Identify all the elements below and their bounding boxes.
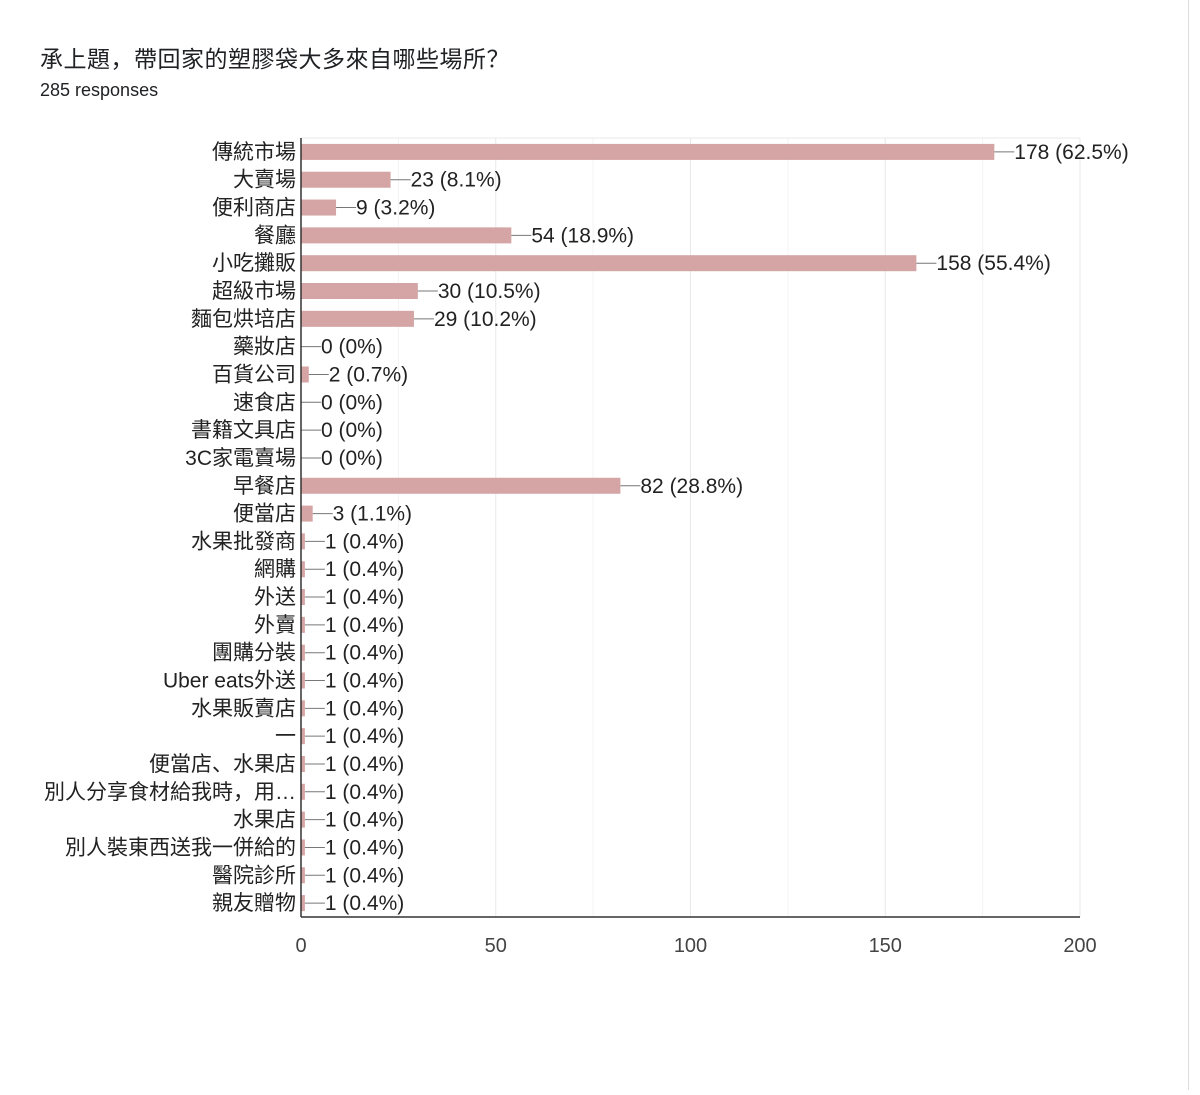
bar — [301, 644, 305, 661]
category-label: 便當店 — [233, 503, 296, 526]
value-label: 1 (0.4%) — [325, 864, 404, 887]
value-label: 1 (0.4%) — [325, 530, 404, 553]
category-label: 速食店 — [233, 391, 296, 414]
value-label: 1 (0.4%) — [325, 753, 404, 776]
value-label: 1 (0.4%) — [325, 670, 404, 693]
x-tick-label: 150 — [869, 935, 902, 957]
value-label: 1 (0.4%) — [325, 558, 404, 581]
value-label: 1 (0.4%) — [325, 642, 404, 665]
question-title: 承上題，帶回家的塑膠袋大多來自哪些場所？ — [40, 46, 510, 72]
category-label: 百貨公司 — [212, 363, 296, 386]
value-label: 0 (0%) — [321, 336, 383, 359]
value-label: 82 (28.8%) — [640, 475, 743, 498]
value-label: 1 (0.4%) — [325, 697, 404, 720]
bar — [301, 505, 313, 522]
value-label: 1 (0.4%) — [325, 836, 404, 859]
category-label: 便利商店 — [212, 197, 296, 220]
bar — [301, 143, 995, 160]
x-tick-label: 50 — [485, 935, 507, 957]
value-label: 54 (18.9%) — [531, 224, 634, 247]
x-tick-label: 200 — [1063, 935, 1096, 957]
category-label: 超級市場 — [212, 280, 296, 303]
x-tick-label: 0 — [295, 935, 306, 957]
category-label: 麵包烘培店 — [191, 308, 296, 331]
bar — [301, 811, 305, 828]
bar — [301, 672, 305, 689]
category-label: 水果店 — [233, 809, 296, 832]
value-label: 0 (0%) — [321, 447, 383, 470]
category-label: 醫院診所 — [212, 864, 296, 887]
bar-chart: 0 50 100 150 200 178 (62.5%) 傳統市場 23 (8.1%) 大賣場 9… — [44, 137, 1129, 957]
bar — [301, 700, 305, 717]
bar — [301, 867, 305, 884]
value-label: 9 (3.2%) — [356, 197, 435, 220]
category-label: 傳統市場 — [212, 141, 296, 164]
value-label: 1 (0.4%) — [325, 614, 404, 637]
category-label: Uber eats外送 — [163, 670, 296, 693]
category-label: 小吃攤販 — [212, 252, 296, 275]
value-label: 1 (0.4%) — [325, 586, 404, 609]
bar — [301, 839, 305, 856]
value-label: 29 (10.2%) — [434, 308, 537, 331]
value-label: 0 (0%) — [321, 419, 383, 442]
category-label: 餐廳 — [254, 224, 296, 247]
bar — [301, 255, 917, 272]
bar — [301, 227, 512, 244]
category-label: 一 — [275, 725, 296, 748]
category-label: 早餐店 — [233, 475, 296, 498]
category-label: 別人裝東西送我一併給的 — [65, 836, 296, 859]
value-label: 1 (0.4%) — [325, 725, 404, 748]
bar — [301, 533, 305, 550]
bar — [301, 366, 309, 383]
bar — [301, 477, 621, 494]
value-label: 3 (1.1%) — [333, 503, 412, 526]
category-label: 水果批發商 — [191, 530, 296, 553]
category-label: 書籍文具店 — [191, 419, 296, 442]
value-label: 2 (0.7%) — [329, 363, 408, 386]
category-label: 網購 — [254, 558, 296, 581]
bar — [301, 755, 305, 772]
category-label: 水果販賣店 — [191, 697, 296, 720]
value-label: 23 (8.1%) — [411, 169, 502, 192]
value-label: 158 (55.4%) — [936, 252, 1050, 275]
category-label: 大賣場 — [233, 169, 296, 192]
category-label: 藥妝店 — [233, 336, 296, 359]
category-label: 外賣 — [254, 614, 296, 637]
value-label: 30 (10.5%) — [438, 280, 541, 303]
bar — [301, 171, 391, 188]
response-count: 285 responses — [40, 80, 159, 100]
value-label: 1 (0.4%) — [325, 892, 404, 915]
bar — [301, 783, 305, 800]
bar — [301, 283, 418, 300]
category-label: 團購分裝 — [212, 642, 296, 665]
bar — [301, 310, 414, 327]
bar — [301, 199, 337, 216]
category-label: 親友贈物 — [212, 892, 296, 915]
category-label: 3C家電賣場 — [185, 447, 296, 470]
category-label: 別人分享食材給我時，用… — [44, 781, 296, 804]
value-label: 1 (0.4%) — [325, 809, 404, 832]
category-label: 外送 — [254, 586, 296, 609]
value-label: 0 (0%) — [321, 391, 383, 414]
bar — [301, 561, 305, 578]
bar — [301, 728, 305, 745]
x-tick-label: 100 — [674, 935, 707, 957]
value-label: 178 (62.5%) — [1014, 141, 1128, 164]
category-label: 便當店、水果店 — [149, 753, 296, 776]
bar — [301, 616, 305, 633]
bar — [301, 895, 305, 912]
value-label: 1 (0.4%) — [325, 781, 404, 804]
bar — [301, 589, 305, 606]
